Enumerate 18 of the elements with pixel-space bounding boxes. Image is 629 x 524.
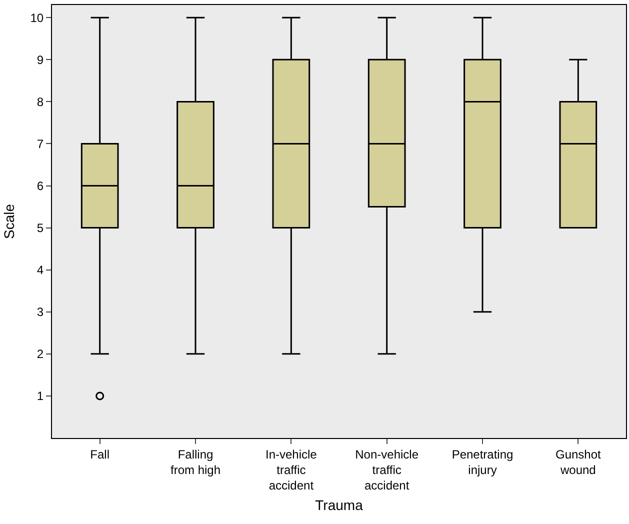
x-axis-title: Trauma: [315, 496, 364, 513]
x-tick-label: Fall: [90, 447, 110, 462]
y-tick-label: 1: [36, 389, 44, 404]
x-tick-label: In-vehicle traffic accident: [265, 447, 318, 493]
y-tick-label: 9: [36, 52, 44, 67]
y-tick-label: 8: [36, 94, 44, 109]
x-tick-label: Gunshot wound: [555, 447, 602, 477]
y-tick-label: 10: [30, 10, 44, 25]
y-axis-title: Scale: [1, 204, 17, 240]
y-tick-label: 4: [36, 263, 44, 278]
y-tick-label: 2: [36, 347, 44, 362]
y-tick-label: 5: [36, 221, 44, 236]
y-tick-label: 3: [36, 305, 44, 320]
y-tick-label: 6: [36, 178, 44, 193]
x-tick-label: Non-vehicle traffic accident: [355, 447, 419, 493]
y-tick-label: 7: [36, 136, 44, 151]
x-tick-label: Penetrating injury: [452, 447, 514, 477]
x-tick-label: Falling from high: [170, 447, 221, 477]
